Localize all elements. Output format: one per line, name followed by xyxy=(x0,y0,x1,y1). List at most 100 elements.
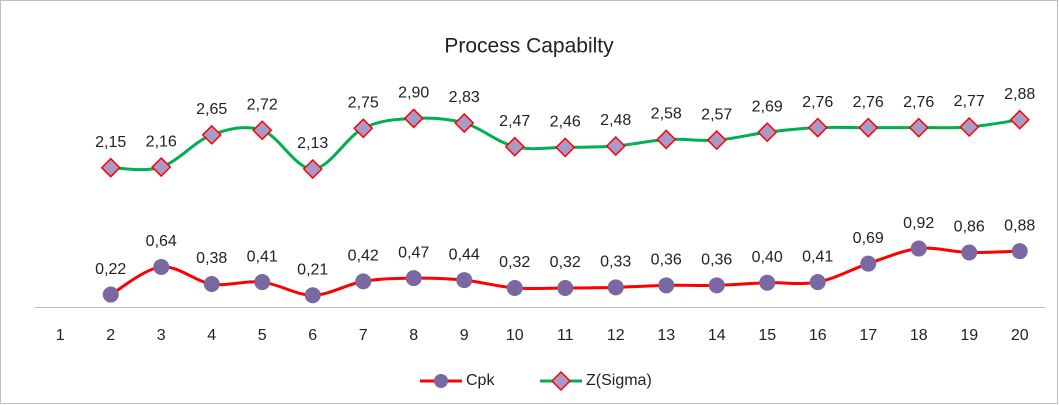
circle-marker xyxy=(759,274,776,291)
diamond-marker xyxy=(959,116,980,138)
diamond-marker xyxy=(908,117,929,138)
data-label: 0,47 xyxy=(398,244,429,261)
legend-label: Cpk xyxy=(466,372,495,389)
x-tick-label: 11 xyxy=(557,327,574,344)
data-label: 2,76 xyxy=(802,94,833,111)
x-tick-label: 9 xyxy=(460,327,469,344)
diamond-marker xyxy=(757,122,778,143)
data-label: 0,38 xyxy=(196,250,227,267)
data-label: 2,57 xyxy=(701,106,732,123)
x-tick-label: 19 xyxy=(960,327,978,344)
data-label: 0,64 xyxy=(146,233,177,250)
data-label: 0,21 xyxy=(297,261,328,278)
diamond-marker xyxy=(858,117,879,138)
data-label: 0,41 xyxy=(247,248,278,265)
circle-marker xyxy=(961,244,978,261)
data-label: 2,75 xyxy=(348,95,379,112)
x-tick-label: 2 xyxy=(106,327,115,344)
diamond-marker xyxy=(454,112,475,134)
x-tick-label: 18 xyxy=(910,327,928,344)
x-tick-label: 6 xyxy=(308,327,317,344)
circle-marker xyxy=(203,276,220,293)
x-tick-label: 15 xyxy=(758,327,776,344)
diamond-marker xyxy=(302,158,323,180)
x-tick-label: 16 xyxy=(809,327,827,344)
data-label: 2,90 xyxy=(398,85,429,102)
data-label: 2,76 xyxy=(903,94,934,111)
circle-marker xyxy=(456,272,473,289)
diamond-marker xyxy=(201,124,222,145)
x-tick-label: 1 xyxy=(56,327,65,344)
circle-marker xyxy=(809,274,826,291)
data-label: 0,41 xyxy=(802,248,833,265)
diamond-marker xyxy=(504,136,525,157)
data-label: 0,33 xyxy=(600,254,631,271)
data-label: 0,22 xyxy=(95,261,126,278)
data-label: 0,44 xyxy=(449,246,480,263)
diamond-marker xyxy=(403,108,424,129)
diamond-marker xyxy=(353,118,374,139)
x-tick-label: 7 xyxy=(359,327,368,344)
data-label: 2,15 xyxy=(95,134,126,151)
data-label: 2,47 xyxy=(499,113,530,130)
data-label: 0,40 xyxy=(752,249,783,266)
diamond-marker xyxy=(1009,109,1030,130)
data-label: 0,92 xyxy=(903,215,934,232)
data-label: 0,32 xyxy=(499,254,530,271)
circle-marker xyxy=(1011,243,1028,260)
diamond-marker xyxy=(555,137,576,158)
circle-marker xyxy=(355,273,372,290)
circle-marker xyxy=(506,279,523,296)
data-label: 2,58 xyxy=(651,106,682,123)
x-tick-label: 20 xyxy=(1011,327,1029,344)
data-label: 0,88 xyxy=(1004,217,1035,234)
circle-marker xyxy=(910,240,927,257)
diamond-marker xyxy=(605,135,626,157)
circle-marker xyxy=(405,270,422,287)
circle-marker xyxy=(658,277,675,294)
circle-marker xyxy=(557,279,574,296)
data-label: 2,88 xyxy=(1004,86,1035,103)
x-tick-label: 10 xyxy=(506,327,524,344)
x-tick-label: 17 xyxy=(859,327,877,344)
circle-marker xyxy=(102,286,119,303)
data-label: 0,36 xyxy=(651,252,682,269)
diamond-marker xyxy=(656,129,677,150)
diamond-marker xyxy=(706,130,727,151)
data-label: 2,65 xyxy=(196,101,227,118)
data-label: 0,32 xyxy=(550,254,581,271)
data-label: 0,69 xyxy=(853,230,884,247)
x-tick-label: 13 xyxy=(657,327,675,344)
circle-marker xyxy=(708,277,725,294)
circle-marker xyxy=(607,279,624,296)
circle-marker xyxy=(860,255,877,272)
legend-label: Z(Sigma) xyxy=(586,372,652,389)
diamond-marker xyxy=(807,117,828,138)
data-label: 2,72 xyxy=(247,96,278,113)
data-label: 2,76 xyxy=(853,94,884,111)
data-label: 2,48 xyxy=(600,112,631,129)
x-tick-label: 3 xyxy=(157,327,166,344)
diamond-marker xyxy=(100,157,121,178)
x-tick-label: 8 xyxy=(409,327,418,344)
data-label: 2,16 xyxy=(146,133,177,150)
data-label: 2,83 xyxy=(449,89,480,106)
x-tick-label: 12 xyxy=(607,327,625,344)
data-label: 0,36 xyxy=(701,252,732,269)
circle-marker xyxy=(254,274,271,291)
circle-marker xyxy=(304,287,321,304)
data-label: 2,77 xyxy=(954,93,985,110)
data-label: 2,46 xyxy=(550,114,581,131)
diamond-marker xyxy=(252,120,273,141)
x-tick-label: 4 xyxy=(207,327,216,344)
data-label: 0,86 xyxy=(954,219,985,236)
chart-title: Process Capabilty xyxy=(444,35,614,58)
diamond-marker xyxy=(151,156,172,178)
x-tick-label: 14 xyxy=(708,327,726,344)
data-label: 0,42 xyxy=(348,248,379,265)
circle-marker xyxy=(434,374,448,388)
diamond-marker xyxy=(550,370,572,392)
